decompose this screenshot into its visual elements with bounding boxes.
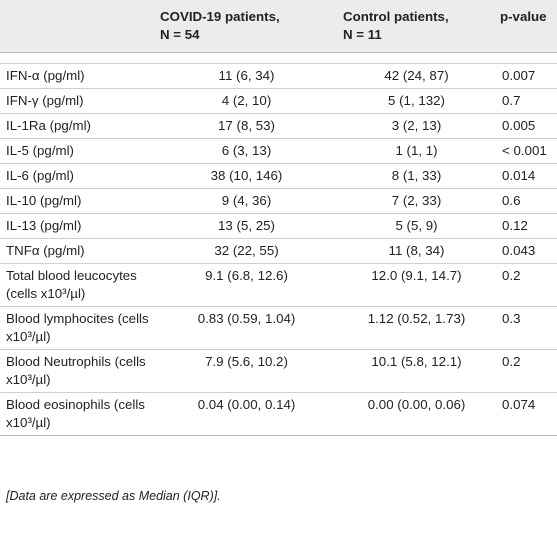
control-value: 8 (1, 33) (337, 163, 494, 189)
p-value: 0.014 (494, 163, 557, 189)
table-row: Blood eosinophils (cells x10³/µl) 0.04 (… (0, 392, 557, 436)
table-row: Blood lymphocites (cells x10³/µl) 0.83 (… (0, 306, 557, 350)
control-value: 42 (24, 87) (337, 63, 494, 89)
covid-value: 38 (10, 146) (154, 163, 337, 189)
control-value: 11 (8, 34) (337, 238, 494, 264)
row-label: IL-10 (pg/ml) (0, 188, 154, 214)
row-label: IL-13 (pg/ml) (0, 213, 154, 239)
header-control: Control patients, N = 11 (337, 0, 494, 53)
p-value: 0.12 (494, 213, 557, 239)
header-control-title: Control patients, (343, 9, 449, 24)
spacer-cell (0, 52, 557, 64)
header-covid: COVID-19 patients, N = 54 (154, 0, 337, 53)
control-value: 1 (1, 1) (337, 138, 494, 164)
row-label: Blood Neutrophils (cells x10³/µl) (0, 349, 154, 393)
header-covid-n: N = 54 (160, 27, 200, 42)
row-label: Blood eosinophils (cells x10³/µl) (0, 392, 154, 436)
table-header-row: COVID-19 patients, N = 54 Control patien… (0, 0, 557, 53)
p-value: 0.043 (494, 238, 557, 264)
control-value: 12.0 (9.1, 14.7) (337, 263, 494, 307)
row-label: Total blood leucocytes (cells x10³/µl) (0, 263, 154, 307)
row-label: IFN-α (pg/ml) (0, 63, 154, 89)
p-value: 0.7 (494, 88, 557, 114)
table-row: IL-6 (pg/ml) 38 (10, 146) 8 (1, 33) 0.01… (0, 163, 557, 189)
control-value: 3 (2, 13) (337, 113, 494, 139)
row-label: Blood lymphocites (cells x10³/µl) (0, 306, 154, 350)
table-footnote: [Data are expressed as Median (IQR)]. (6, 489, 221, 503)
p-value: 0.007 (494, 63, 557, 89)
p-value: 0.074 (494, 392, 557, 436)
row-label: IFN-γ (pg/ml) (0, 88, 154, 114)
control-value: 0.00 (0.00, 0.06) (337, 392, 494, 436)
covid-value: 11 (6, 34) (154, 63, 337, 89)
row-label: IL-5 (pg/ml) (0, 138, 154, 164)
table-row: Blood Neutrophils (cells x10³/µl) 7.9 (5… (0, 349, 557, 393)
covid-value: 13 (5, 25) (154, 213, 337, 239)
header-covid-title: COVID-19 patients, (160, 9, 280, 24)
row-label: IL-1Ra (pg/ml) (0, 113, 154, 139)
control-value: 5 (1, 132) (337, 88, 494, 114)
p-value: 0.005 (494, 113, 557, 139)
table-row: IFN-α (pg/ml) 11 (6, 34) 42 (24, 87) 0.0… (0, 63, 557, 89)
covid-value: 0.83 (0.59, 1.04) (154, 306, 337, 350)
covid-value: 9.1 (6.8, 12.6) (154, 263, 337, 307)
table-row: IL-5 (pg/ml) 6 (3, 13) 1 (1, 1) < 0.001 (0, 138, 557, 164)
covid-value: 6 (3, 13) (154, 138, 337, 164)
table-row: IL-13 (pg/ml) 13 (5, 25) 5 (5, 9) 0.12 (0, 213, 557, 239)
control-value: 1.12 (0.52, 1.73) (337, 306, 494, 350)
p-value: 0.6 (494, 188, 557, 214)
table-body: IFN-α (pg/ml) 11 (6, 34) 42 (24, 87) 0.0… (0, 52, 557, 436)
header-p-value: p-value (494, 0, 557, 53)
spacer-row (0, 52, 557, 64)
header-variable (0, 0, 154, 53)
covid-value: 7.9 (5.6, 10.2) (154, 349, 337, 393)
covid-value: 32 (22, 55) (154, 238, 337, 264)
control-value: 7 (2, 33) (337, 188, 494, 214)
p-value: 0.2 (494, 349, 557, 393)
control-value: 10.1 (5.8, 12.1) (337, 349, 494, 393)
header-control-n: N = 11 (343, 27, 382, 42)
p-value: < 0.001 (494, 138, 557, 164)
table-row: IL-1Ra (pg/ml) 17 (8, 53) 3 (2, 13) 0.00… (0, 113, 557, 139)
table-row: Total blood leucocytes (cells x10³/µl) 9… (0, 263, 557, 307)
p-value: 0.2 (494, 263, 557, 307)
row-label: IL-6 (pg/ml) (0, 163, 154, 189)
covid-value: 9 (4, 36) (154, 188, 337, 214)
covid-value: 4 (2, 10) (154, 88, 337, 114)
table-row: TNFα (pg/ml) 32 (22, 55) 11 (8, 34) 0.04… (0, 238, 557, 264)
covid-value: 0.04 (0.00, 0.14) (154, 392, 337, 436)
table-row: IFN-γ (pg/ml) 4 (2, 10) 5 (1, 132) 0.7 (0, 88, 557, 114)
p-value: 0.3 (494, 306, 557, 350)
covid-value: 17 (8, 53) (154, 113, 337, 139)
row-label: TNFα (pg/ml) (0, 238, 154, 264)
table-row: IL-10 (pg/ml) 9 (4, 36) 7 (2, 33) 0.6 (0, 188, 557, 214)
control-value: 5 (5, 9) (337, 213, 494, 239)
data-table: COVID-19 patients, N = 54 Control patien… (0, 0, 557, 436)
